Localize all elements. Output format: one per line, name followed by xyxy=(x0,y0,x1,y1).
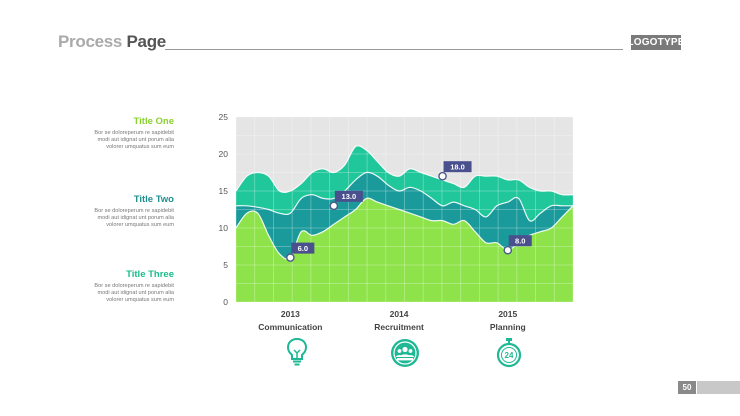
annotation-label: 8.0 xyxy=(515,236,525,245)
y-tick-label: 20 xyxy=(219,149,229,159)
annotation-label: 13.0 xyxy=(342,192,357,201)
annotation-label: 18.0 xyxy=(450,162,465,171)
sidebar-title: Title One xyxy=(133,116,174,127)
sidebar-text: Bor se doloreperum re sapidebit modi aut… xyxy=(24,208,174,230)
x-category-label: Planning xyxy=(490,322,526,332)
series-boundary-2 xyxy=(235,171,573,222)
sidebar-text-line: modi aut idignat unt porum alia xyxy=(97,290,175,297)
svg-text:24: 24 xyxy=(505,351,514,360)
sidebar-block-1: Title One Bor se doloreperum re sapidebi… xyxy=(24,116,174,152)
sidebar-text-line: volorer umquatus sum eum xyxy=(106,144,174,151)
sidebar-text: Bor se doloreperum re sapidebit modi aut… xyxy=(24,283,174,305)
sidebar-text-line: Bor se doloreperum re sapidebit xyxy=(94,283,174,289)
annotation-box xyxy=(508,235,532,247)
sidebar-text: Bor se doloreperum re sapidebit modi aut… xyxy=(24,130,174,152)
annotation-point xyxy=(438,171,447,181)
sidebar-title: Title Two xyxy=(133,194,174,205)
page-title: Process Page xyxy=(58,32,166,52)
annotation-point xyxy=(329,201,339,211)
annotation-box xyxy=(291,242,315,254)
x-tick-label: 2014 xyxy=(390,309,409,319)
logo: LOGOTYPE xyxy=(627,35,685,50)
x-category-label: Communication xyxy=(258,322,322,332)
y-tick-label: 10 xyxy=(219,223,229,233)
footer-bar xyxy=(697,381,740,394)
annotation-point xyxy=(286,253,295,262)
sidebar-block-3: Title Three Bor se doloreperum re sapide… xyxy=(24,269,174,305)
page-title-light: Process xyxy=(58,32,123,51)
x-tick-label: 2013 xyxy=(281,309,300,319)
annotation-box xyxy=(443,161,472,173)
sidebar-title: Title Three xyxy=(126,269,174,280)
page-title-strong: Page xyxy=(126,32,167,51)
sidebar-text-line: Bor se doloreperum re sapidebit xyxy=(94,208,174,214)
sidebar-text-line: volorer umquatus sum eum xyxy=(106,222,174,229)
x-tick-label: 2015 xyxy=(498,309,517,319)
series-boundary-3 xyxy=(235,145,574,196)
page-number: 50 xyxy=(678,381,696,394)
sidebar-text-line: Bor se doloreperum re sapidebit xyxy=(94,130,174,136)
sidebar-block-2: Title Two Bor se doloreperum re sapidebi… xyxy=(24,194,174,230)
sidebar-text-line: volorer umquatus sum eum xyxy=(106,297,174,304)
annotation-box xyxy=(334,190,363,202)
y-tick-label: 0 xyxy=(223,297,228,307)
y-tick-label: 15 xyxy=(219,186,229,196)
stopwatch-24-icon: 24 xyxy=(496,338,522,368)
annotation-label: 6.0 xyxy=(298,244,308,253)
area-series-1 xyxy=(236,198,573,302)
sidebar-text-line: modi aut idignat unt porum alia xyxy=(97,137,175,144)
people-globe-icon xyxy=(391,339,419,367)
annotation-point xyxy=(503,245,513,255)
x-category-label: Recruitment xyxy=(374,322,424,332)
lightbulb-icon xyxy=(286,337,308,366)
header-divider xyxy=(165,49,623,50)
y-tick-label: 25 xyxy=(219,112,229,122)
y-tick-label: 5 xyxy=(223,260,228,270)
sidebar-text-line: modi aut idignat unt porum alia xyxy=(97,215,175,222)
